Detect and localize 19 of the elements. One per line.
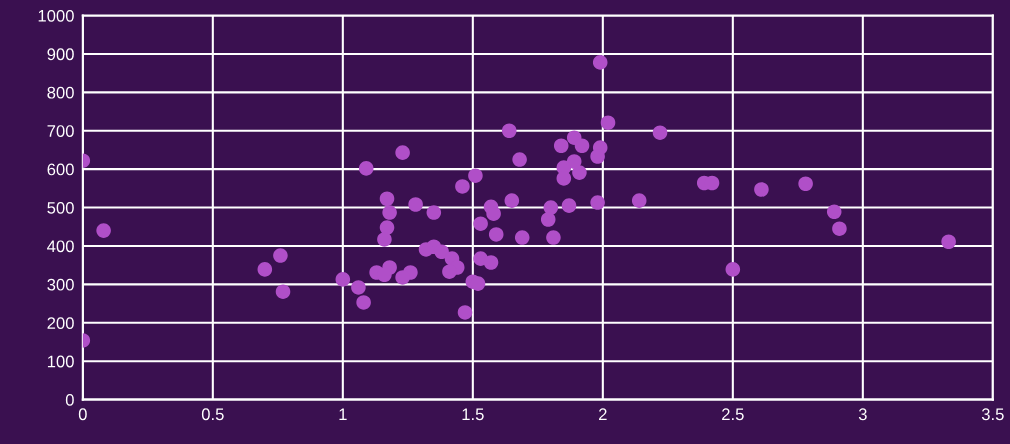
x-tick-label: 2.5 [722, 408, 744, 421]
x-tick-label: 3 [858, 408, 867, 421]
x-tick-label: 1.5 [462, 408, 484, 421]
y-tick-label: 800 [47, 86, 74, 99]
x-tick-label: 0.5 [201, 408, 224, 421]
y-tick-label: 100 [47, 355, 74, 368]
y-tick-label: 1000 [38, 9, 74, 22]
y-tick-label: 300 [47, 278, 74, 291]
y-tick-label: 500 [47, 201, 74, 214]
x-tick-label: 3.5 [981, 408, 1004, 421]
y-tick-label: 900 [47, 48, 74, 61]
x-tick-label: 1 [339, 408, 347, 421]
x-tick-label: 0 [78, 408, 87, 421]
y-tick-label: 200 [47, 317, 74, 329]
y-tick-label: 400 [47, 240, 74, 253]
y-tick-label: 700 [47, 125, 74, 137]
y-tick-label: 0 [65, 394, 74, 406]
y-tick-label: 600 [47, 163, 74, 176]
x-tick-label: 2 [599, 408, 607, 421]
